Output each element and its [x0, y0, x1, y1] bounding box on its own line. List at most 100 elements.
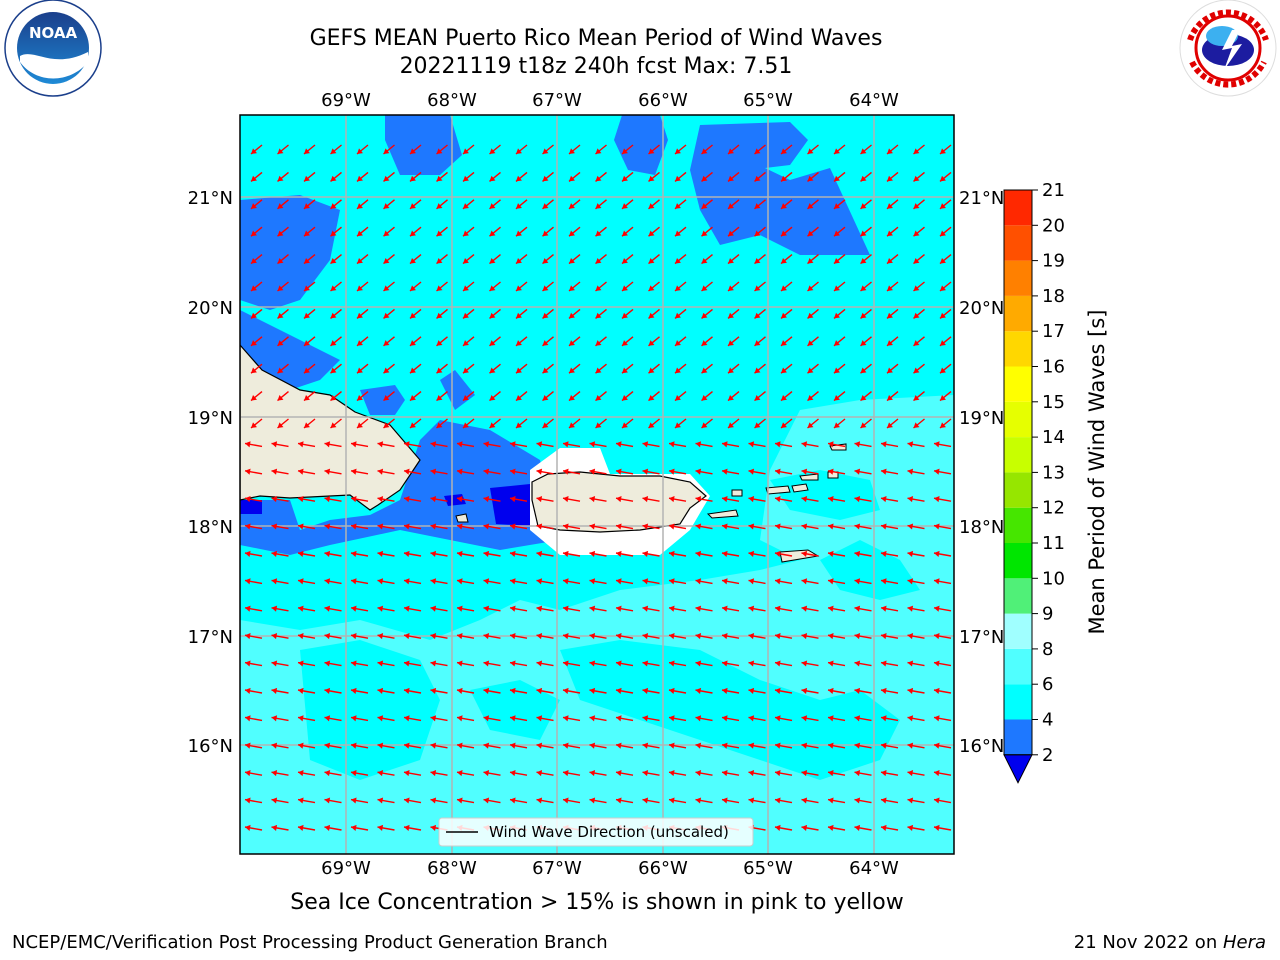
wave-direction-arrowhead	[298, 578, 304, 585]
wave-direction-arrowhead	[701, 230, 708, 237]
wave-direction-arrowhead	[377, 824, 384, 831]
wave-direction-arrowhead	[304, 148, 310, 154]
wave-direction-arrowhead	[934, 496, 940, 503]
wave-direction-arrowhead	[351, 715, 357, 722]
colorbar-segment	[1004, 648, 1032, 685]
wave-direction-arrowhead	[669, 797, 675, 804]
wave-direction-arrowhead	[913, 394, 920, 401]
wave-direction-arrowhead	[828, 605, 834, 612]
wave-direction-arrowhead	[722, 523, 728, 530]
wave-direction-arrowhead	[589, 550, 596, 557]
wave-direction-arrowhead	[483, 468, 490, 475]
wave-direction-arrowhead	[589, 441, 596, 448]
wave-direction-arrowhead	[648, 340, 655, 346]
wave-direction-arrowhead	[695, 523, 702, 530]
wave-direction-arrowhead	[913, 230, 920, 237]
wave-direction-arrowhead	[357, 422, 363, 428]
wave-direction-arrowhead	[277, 422, 284, 428]
wave-direction-arrowhead	[457, 550, 463, 557]
wave-direction-arrowhead	[542, 312, 549, 319]
wave-direction-arrowhead	[304, 312, 310, 319]
wave-direction-arrowhead	[748, 605, 755, 612]
sea-ice-note: Sea Ice Concentration > 15% is shown in …	[290, 890, 904, 915]
wave-direction-arrowhead	[404, 660, 410, 667]
wave-direction-arrowhead	[436, 422, 443, 428]
wave-direction-arrowhead	[330, 340, 337, 346]
wave-direction-arrowhead	[675, 230, 681, 237]
lat-label: 17°N	[959, 627, 1004, 648]
wave-direction-arrowhead	[669, 441, 675, 448]
colorbar-tick-label: 12	[1042, 498, 1065, 519]
wave-direction-arrowhead	[781, 422, 787, 428]
wave-direction-arrowhead	[642, 578, 649, 585]
wave-direction-arrowhead	[589, 633, 596, 640]
wave-direction-arrowhead	[828, 441, 834, 448]
wave-direction-arrowhead	[748, 550, 755, 557]
wave-direction-arrowhead	[351, 578, 357, 585]
wave-direction-arrowhead	[642, 468, 649, 475]
wave-direction-arrowhead	[801, 496, 808, 503]
wave-direction-arrowhead	[648, 394, 655, 401]
wave-direction-arrowhead	[251, 394, 257, 401]
wave-direction-arrowhead	[854, 687, 861, 694]
wave-direction-arrowhead	[754, 394, 761, 401]
wave-direction-arrowhead	[907, 742, 914, 749]
wave-direction-arrowhead	[675, 394, 681, 401]
wave-direction-arrowhead	[351, 605, 357, 612]
wave-direction-arrowhead	[781, 257, 787, 264]
colorbar-segment	[1004, 684, 1032, 720]
wave-direction-arrowhead	[616, 797, 622, 804]
wave-direction-arrowhead	[675, 148, 681, 154]
wave-direction-arrowhead	[595, 312, 602, 319]
wave-direction-arrowhead	[807, 422, 814, 428]
wave-direction-arrowhead	[510, 797, 516, 804]
wave-direction-arrowhead	[940, 340, 946, 346]
wave-direction-arrowhead	[271, 824, 278, 831]
wave-direction-arrowhead	[457, 496, 463, 503]
wave-direction-arrowhead	[436, 148, 443, 154]
wave-direction-arrowhead	[463, 340, 469, 346]
colorbar-tick-label: 15	[1042, 392, 1065, 413]
wave-direction-arrowhead	[642, 770, 649, 777]
wave-direction-arrowhead	[277, 148, 284, 154]
wave-direction-arrowhead	[622, 203, 628, 209]
wave-direction-arrowhead	[563, 715, 569, 722]
wave-direction-arrowhead	[351, 523, 357, 530]
wave-direction-arrowhead	[648, 203, 655, 209]
wave-direction-arrowhead	[569, 394, 575, 401]
wave-direction-arrowhead	[589, 605, 596, 612]
wave-direction-arrowhead	[357, 230, 363, 237]
wave-direction-arrowhead	[510, 715, 516, 722]
wave-direction-arrowhead	[801, 660, 808, 667]
wave-direction-arrowhead	[595, 367, 602, 374]
wave-direction-arrowhead	[410, 312, 416, 319]
wave-direction-arrowhead	[563, 578, 569, 585]
wave-direction-arrowhead	[595, 394, 602, 401]
wave-direction-arrowhead	[324, 605, 331, 612]
wave-direction-arrowhead	[881, 578, 887, 585]
wave-direction-arrowhead	[271, 770, 278, 777]
wave-direction-arrowhead	[510, 660, 516, 667]
wave-direction-arrowhead	[383, 230, 390, 237]
wave-direction-arrowhead	[410, 340, 416, 346]
wave-direction-arrowhead	[351, 550, 357, 557]
wave-direction-arrowhead	[277, 203, 284, 209]
wave-direction-arrowhead	[728, 175, 734, 182]
wave-direction-arrowhead	[510, 468, 516, 475]
wave-direction-arrowhead	[357, 203, 363, 209]
wave-direction-arrowhead	[675, 285, 681, 291]
wave-direction-arrowhead	[377, 660, 384, 667]
wave-direction-arrowhead	[463, 367, 469, 374]
wave-direction-arrowhead	[430, 742, 437, 749]
wave-direction-arrowhead	[357, 175, 363, 182]
wave-direction-arrowhead	[330, 367, 337, 374]
colorbar-label: Mean Period of Wind Waves [s]	[1085, 309, 1109, 635]
wave-direction-arrowhead	[801, 715, 808, 722]
wave-direction-arrowhead	[616, 715, 622, 722]
wave-direction-arrowhead	[324, 824, 331, 831]
wave-direction-arrowhead	[781, 312, 787, 319]
wave-direction-arrowhead	[728, 148, 734, 154]
wave-direction-arrowhead	[377, 633, 384, 640]
wave-direction-arrowhead	[616, 660, 622, 667]
wave-direction-arrowhead	[251, 257, 257, 264]
